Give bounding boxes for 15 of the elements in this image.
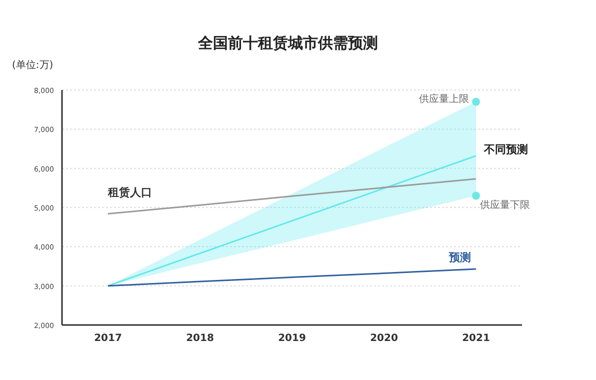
x-tick-label: 2019 bbox=[278, 333, 306, 344]
series-label: 不同预测 bbox=[483, 142, 528, 156]
annotation: 供应量上限 bbox=[419, 92, 469, 105]
line-series bbox=[107, 268, 477, 287]
line-series bbox=[107, 178, 477, 215]
series-label: 预测 bbox=[448, 250, 471, 264]
annotation: 供应量下限 bbox=[480, 198, 530, 211]
y-axis-title: (单位:万) bbox=[12, 59, 54, 71]
x-tick-label: 2017 bbox=[94, 333, 122, 344]
chart-title: 全国前十租赁城市供需预测 bbox=[197, 34, 378, 52]
x-tick-label: 2020 bbox=[370, 333, 398, 344]
x-tick-label: 2021 bbox=[462, 333, 490, 344]
x-tick-label: 2018 bbox=[186, 333, 214, 344]
series-label: 租赁人口 bbox=[107, 186, 152, 199]
line-series bbox=[107, 155, 477, 287]
